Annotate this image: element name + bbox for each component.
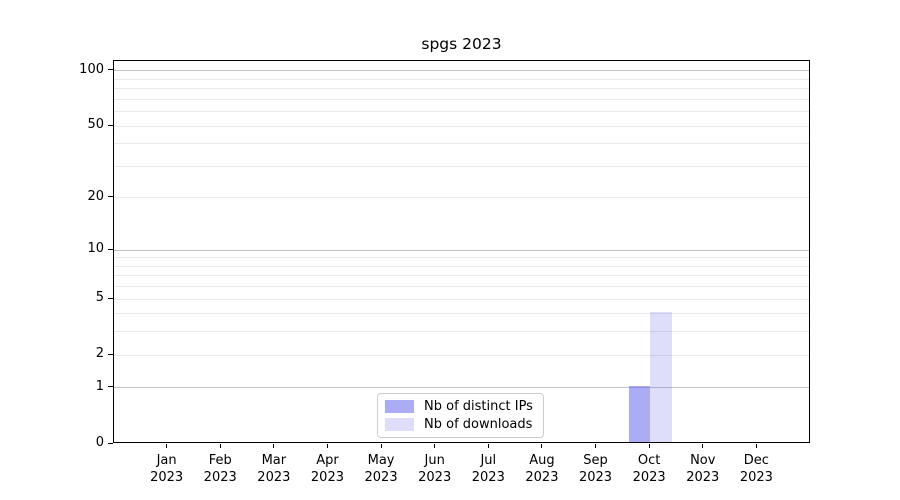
xtick-mark-aug <box>541 444 543 448</box>
chart-title: spgs 2023 <box>421 35 502 53</box>
legend: Nb of distinct IPs Nb of downloads <box>377 393 544 438</box>
legend-swatch-downloads <box>385 418 414 431</box>
xtick-label-feb: Feb 2023 <box>203 453 237 485</box>
ytick-label-10: 10 <box>87 241 104 257</box>
gridline-minor-4 <box>114 313 809 315</box>
ytick-mark-50 <box>108 124 113 126</box>
ytick-label-1: 1 <box>95 378 104 394</box>
legend-entry-distinct-ips: Nb of distinct IPs <box>385 399 536 414</box>
bar-oct-distinct-ips <box>628 385 651 442</box>
xtick-mark-nov <box>702 444 704 448</box>
gridline-minor-8 <box>114 265 809 267</box>
xtick-label-jun: Jun 2023 <box>418 453 452 485</box>
gridline-minor-7 <box>114 275 809 277</box>
gridline-minor-3 <box>114 331 809 333</box>
xtick-mark-apr <box>326 444 328 448</box>
ytick-label-2: 2 <box>95 346 104 362</box>
ytick-label-20: 20 <box>87 188 104 204</box>
legend-label-distinct-ips: Nb of distinct IPs <box>424 399 533 414</box>
xtick-label-mar: Mar 2023 <box>257 453 291 485</box>
xtick-mark-sep <box>595 444 597 448</box>
xtick-label-jan: Jan 2023 <box>150 453 184 485</box>
bar-oct-downloads <box>650 311 672 442</box>
xtick-mark-mar <box>273 444 275 448</box>
ytick-label-0: 0 <box>95 435 104 450</box>
xtick-label-oct: Oct 2023 <box>632 453 666 485</box>
gridline-5 <box>114 298 809 300</box>
xtick-mark-jan <box>166 444 168 448</box>
ytick-mark-1 <box>108 386 113 388</box>
xtick-label-may: May 2023 <box>364 453 398 485</box>
xtick-label-dec: Dec 2023 <box>739 453 773 485</box>
xtick-label-nov: Nov 2023 <box>686 453 720 485</box>
gridline-2 <box>114 354 809 356</box>
ytick-label-5: 5 <box>95 290 104 306</box>
ytick-mark-10 <box>108 248 113 250</box>
xtick-mark-oct <box>648 444 650 448</box>
xtick-label-aug: Aug 2023 <box>525 453 559 485</box>
gridline-minor-6 <box>114 286 809 288</box>
gridline-minor-80 <box>114 88 809 90</box>
gridline-minor-90 <box>114 78 809 80</box>
xtick-mark-may <box>380 444 382 448</box>
ytick-mark-5 <box>108 297 113 299</box>
ytick-mark-20 <box>108 196 113 198</box>
ytick-mark-0 <box>108 442 113 444</box>
legend-entry-downloads: Nb of downloads <box>385 417 536 432</box>
ytick-mark-2 <box>108 353 113 355</box>
xtick-mark-jul <box>487 444 489 448</box>
gridline-minor-70 <box>114 98 809 100</box>
gridline-20 <box>114 197 809 199</box>
ytick-label-50: 50 <box>87 117 104 133</box>
xtick-label-apr: Apr 2023 <box>310 453 344 485</box>
xtick-mark-dec <box>755 444 757 448</box>
gridline-1 <box>114 387 809 389</box>
xtick-label-sep: Sep 2023 <box>578 453 613 485</box>
gridline-minor-60 <box>114 111 809 113</box>
ytick-label-100: 100 <box>79 61 104 77</box>
gridline-minor-40 <box>114 143 809 145</box>
xtick-mark-feb <box>219 444 221 448</box>
ytick-mark-100 <box>108 69 113 71</box>
legend-swatch-distinct-ips <box>385 400 414 413</box>
gridline-minor-30 <box>114 165 809 167</box>
xtick-label-jul: Jul 2023 <box>471 453 505 485</box>
gridline-100 <box>114 70 809 72</box>
gridline-50 <box>114 125 809 127</box>
xtick-mark-jun <box>434 444 436 448</box>
legend-label-downloads: Nb of downloads <box>424 417 533 432</box>
gridline-minor-9 <box>114 257 809 259</box>
plot-area <box>113 60 810 443</box>
gridline-10 <box>114 249 809 251</box>
